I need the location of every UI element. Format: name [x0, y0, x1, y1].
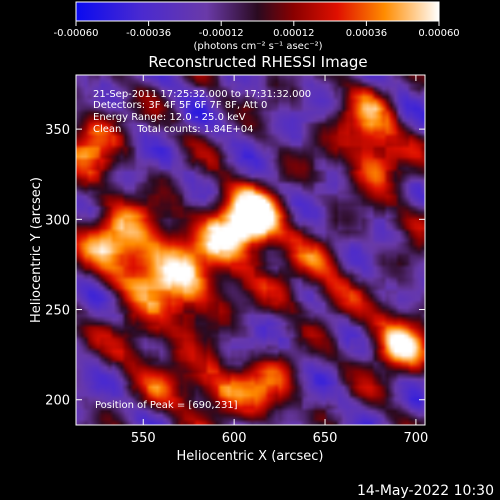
annotation-clean-counts: Clean Total counts: 1.84E+04 [93, 124, 253, 135]
x-tick-label: 550 [131, 431, 156, 446]
annotation-energy-range: Energy Range: 12.0 - 25.0 keV [93, 112, 246, 123]
colorbar-gradient [75, 1, 440, 22]
annotation-detectors: Detectors: 3F 4F 5F 6F 7F 8F, Att 0 [93, 100, 267, 111]
colorbar-tick-label: -0.00036 [126, 28, 171, 39]
y-tick-label: 200 [45, 394, 70, 409]
x-tick-label: 600 [222, 431, 247, 446]
x-tick-label: 700 [403, 431, 428, 446]
colorbar-units: (photons cm⁻² s⁻¹ asec⁻²) [193, 41, 322, 52]
chart-title: Reconstructed RHESSI Image [148, 53, 367, 71]
heatmap-image [76, 75, 425, 425]
plot-frame [75, 74, 426, 426]
annotation-block: 21-Sep-2011 17:25:32.000 to 17:31:32.000… [93, 89, 311, 135]
y-tick-label: 350 [45, 123, 70, 138]
colorbar-tick-label: 0.00036 [346, 28, 387, 39]
colorbar-tick-label: 0.00060 [418, 28, 459, 39]
annotation-time-range: 21-Sep-2011 17:25:32.000 to 17:31:32.000 [93, 89, 311, 100]
y-tick-label: 250 [45, 304, 70, 319]
peak-position-label: Position of Peak = [690,231] [95, 400, 238, 411]
colorbar-tick-label: 0.00012 [273, 28, 314, 39]
x-axis: 550 600 650 700 [131, 75, 428, 446]
x-tick-label: 650 [313, 431, 338, 446]
y-axis-label: Heliocentric Y (arcsec) [29, 177, 44, 323]
y-axis: 200 250 300 350 [45, 123, 425, 409]
colorbar-tick-label: -0.00060 [54, 28, 99, 39]
colorbar-ticks: -0.00060 -0.00036 -0.00012 0.00012 0.00036 0.… [54, 21, 460, 39]
plot-area: 550 600 650 700 200 250 300 350 [45, 74, 428, 446]
y-tick-label: 300 [45, 213, 70, 228]
x-axis-label: Heliocentric X (arcsec) [177, 449, 324, 464]
footer-timestamp: 14-May-2022 10:30 [357, 483, 494, 499]
colorbar-tick-label: -0.00012 [199, 28, 244, 39]
colorbar: -0.00060 -0.00036 -0.00012 0.00012 0.00036 0.… [54, 1, 460, 52]
